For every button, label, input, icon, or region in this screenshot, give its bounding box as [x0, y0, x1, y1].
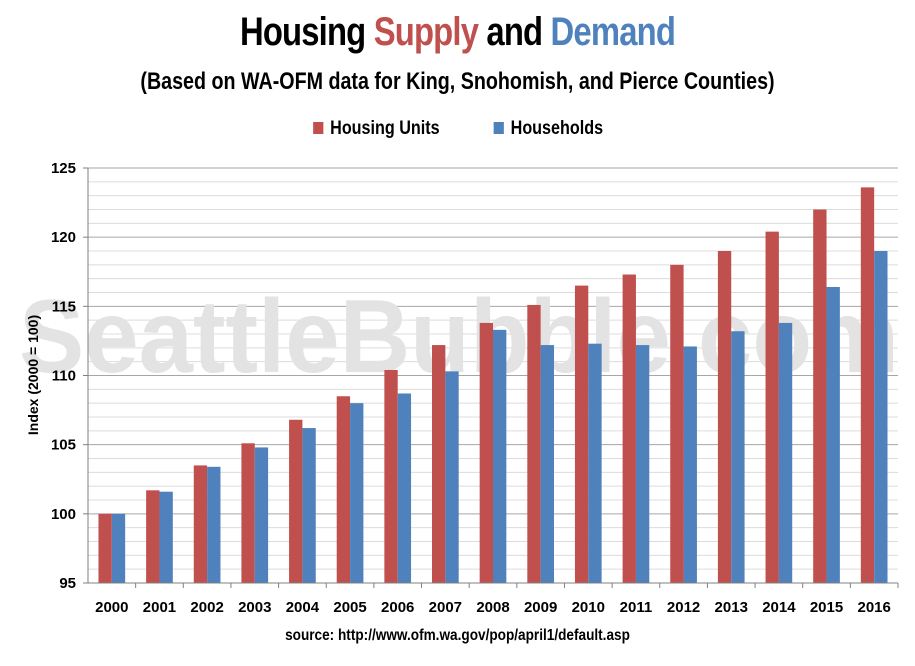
x-tick-label: 2005: [333, 599, 366, 616]
x-tick-label: 2012: [667, 599, 700, 616]
y-tick-label: 120: [51, 229, 76, 246]
x-tick-label: 2014: [762, 599, 796, 616]
bar-households: [731, 331, 745, 583]
bar-households: [493, 329, 507, 583]
bar-households: [635, 345, 650, 583]
bar-households: [207, 466, 221, 583]
bar-households: [159, 491, 173, 583]
bar-housing-units: [860, 187, 875, 583]
bar-housing-units: [146, 490, 160, 583]
x-tick-label: 2006: [381, 599, 414, 616]
legend-swatch-households: [493, 122, 505, 134]
bar-households: [350, 403, 364, 583]
bar-housing-units: [670, 264, 684, 583]
title-part-and: and: [478, 10, 551, 54]
chart-subtitle: (Based on WA-OFM data for King, Snohomis…: [140, 68, 775, 95]
y-tick-label: 105: [51, 437, 76, 454]
bar-housing-units: [289, 419, 303, 583]
legend-item-households: Households: [493, 118, 604, 140]
x-tick-label: 2003: [238, 599, 271, 616]
bar-housing-units: [813, 209, 827, 583]
x-tick-label: 2000: [95, 599, 128, 616]
source-note: source: http://www.ofm.wa.gov/pop/april1…: [285, 627, 630, 644]
bar-housing-units: [432, 345, 446, 583]
bar-households: [445, 371, 459, 583]
legend: Housing Units Households: [0, 118, 915, 140]
bar-households: [302, 428, 316, 583]
watermark: SeattleBubble.com: [19, 279, 899, 395]
bar-housing-units: [765, 231, 779, 583]
bar-households: [254, 447, 269, 583]
bar-housing-units: [193, 465, 208, 583]
bar-housing-units: [241, 443, 255, 583]
legend-item-housing-units: Housing Units: [313, 118, 440, 140]
title-part-housing: Housing: [239, 10, 374, 54]
x-tick-label: 2007: [429, 599, 462, 616]
bar-households: [540, 345, 554, 583]
bar-households: [826, 286, 840, 583]
chart-title: Housing Supply and Demand: [82, 10, 832, 55]
x-tick-label: 2011: [620, 599, 653, 616]
x-tick-label: 2002: [190, 599, 223, 616]
bars: [98, 187, 888, 583]
x-tick-label: 2015: [810, 599, 843, 616]
y-tick-label: 125: [51, 160, 76, 177]
legend-label-households: Households: [510, 118, 604, 139]
y-tick-label: 115: [52, 298, 76, 315]
bar-households: [683, 346, 697, 583]
bar-housing-units: [479, 322, 493, 583]
y-axis: 95 100 105 110 115 120 125: [51, 160, 89, 592]
bar-housing-units: [574, 285, 589, 583]
title-part-demand: Demand: [550, 10, 676, 54]
x-tick-label: 2008: [476, 599, 509, 616]
x-tick-label: 2001: [143, 599, 176, 616]
x-tick-label: 2013: [715, 599, 748, 616]
title-part-supply: Supply: [373, 10, 479, 54]
y-tick-label: 95: [59, 575, 76, 592]
x-tick-label: 2004: [286, 599, 320, 616]
x-tick-label: 2009: [524, 599, 557, 616]
y-tick-label: 110: [52, 368, 76, 385]
bar-households: [588, 343, 602, 583]
legend-swatch-housing-units: [313, 122, 324, 134]
bar-households: [874, 251, 888, 583]
bar-housing-units: [336, 396, 351, 583]
bar-households: [778, 322, 793, 583]
x-axis: 2000 2001 2002 2003 2004 2005 2006 2007 2008 2009…: [88, 582, 899, 616]
legend-label-housing-units: Housing Units: [330, 118, 440, 139]
bar-housing-units: [527, 304, 541, 583]
bar-housing-units: [717, 251, 732, 583]
bar-households: [397, 393, 412, 583]
bar-housing-units: [98, 513, 112, 583]
y-tick-label: 100: [51, 506, 76, 523]
x-tick-label: 2010: [572, 599, 605, 616]
bar-housing-units: [622, 274, 636, 583]
y-axis-label: Index (2000 = 100): [25, 315, 41, 435]
bar-households: [111, 513, 126, 583]
bar-housing-units: [384, 369, 398, 583]
x-tick-label: 2016: [857, 599, 890, 616]
